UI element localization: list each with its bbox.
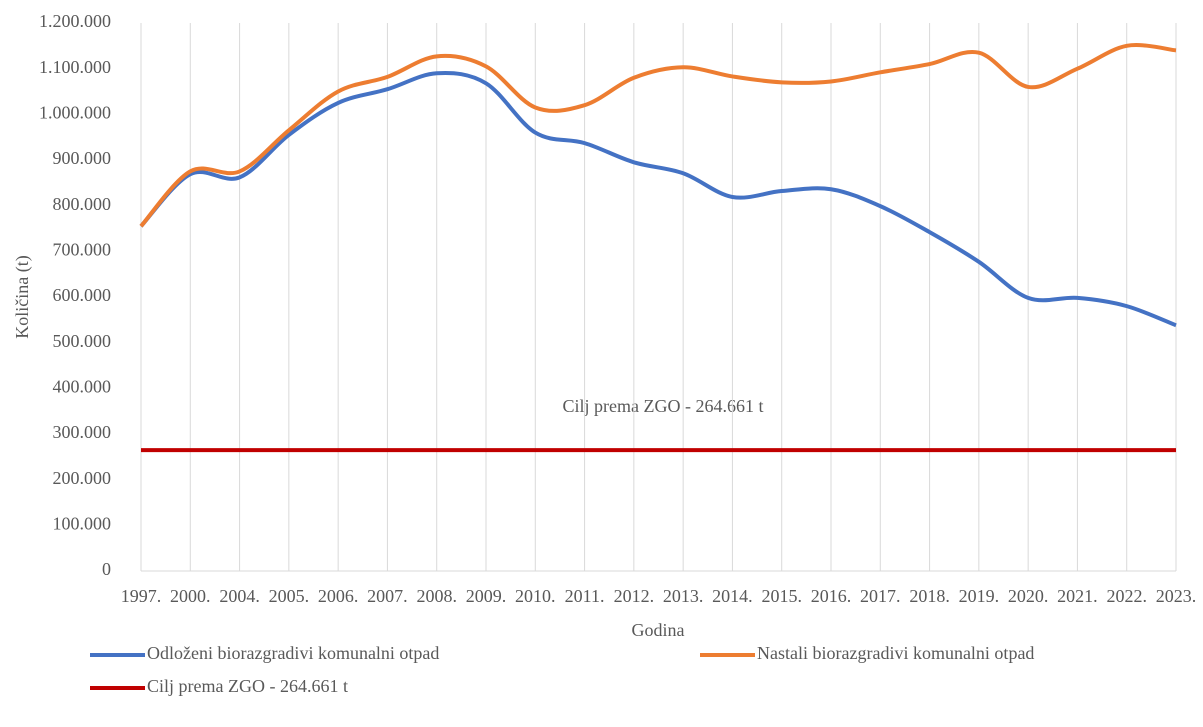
- x-tick-label: 2015.: [761, 586, 802, 606]
- y-tick-label: 0: [102, 559, 111, 579]
- x-tick-label: 2007.: [367, 586, 408, 606]
- x-tick-label: 2000.: [170, 586, 211, 606]
- x-tick-label: 2009.: [466, 586, 507, 606]
- x-tick-label: 2012.: [614, 586, 655, 606]
- legend-label: Odloženi biorazgradivi komunalni otpad: [147, 643, 439, 663]
- y-tick-label: 600.000: [53, 285, 112, 305]
- x-tick-label: 2017.: [860, 586, 901, 606]
- x-tick-label: 1997.: [121, 586, 162, 606]
- x-tick-label: 2020.: [1008, 586, 1049, 606]
- x-tick-label: 2014.: [712, 586, 753, 606]
- x-tick-label: 2016.: [811, 586, 852, 606]
- legend-label: Nastali biorazgradivi komunalni otpad: [757, 643, 1034, 663]
- x-tick-label: 2022.: [1106, 586, 1147, 606]
- y-axis-label: Količina (t): [12, 255, 33, 338]
- x-tick-label: 2004.: [219, 586, 260, 606]
- y-tick-label: 800.000: [53, 194, 112, 214]
- y-tick-label: 200.000: [53, 468, 112, 488]
- x-tick-label: 2008.: [416, 586, 457, 606]
- x-tick-label: 2019.: [959, 586, 1000, 606]
- x-tick-label: 2011.: [565, 586, 605, 606]
- series-line: [139, 70, 1177, 328]
- y-tick-label: 700.000: [53, 239, 112, 259]
- y-tick-label: 1.100.000: [39, 57, 111, 77]
- y-tick-label: 1.200.000: [39, 11, 111, 31]
- annotation: Cilj prema ZGO - 264.661 t: [563, 396, 764, 416]
- y-tick-label: 1.000.000: [39, 102, 111, 122]
- x-tick-label: 2005.: [269, 586, 310, 606]
- series-line: [139, 43, 1177, 228]
- x-tick-label: 2013.: [663, 586, 704, 606]
- y-tick-label: 100.000: [53, 513, 112, 533]
- y-tick-label: 900.000: [53, 148, 112, 168]
- x-tick-label: 2023.: [1156, 586, 1197, 606]
- x-tick-label: 2018.: [909, 586, 950, 606]
- y-tick-label: 400.000: [53, 376, 112, 396]
- legend-label: Cilj prema ZGO - 264.661 t: [147, 676, 348, 696]
- x-tick-label: 2006.: [318, 586, 359, 606]
- y-tick-label: 300.000: [53, 422, 112, 442]
- x-tick-label: 2021.: [1057, 586, 1098, 606]
- y-tick-label: 500.000: [53, 331, 112, 351]
- x-axis-label: Godina: [632, 620, 685, 640]
- x-tick-label: 2010.: [515, 586, 556, 606]
